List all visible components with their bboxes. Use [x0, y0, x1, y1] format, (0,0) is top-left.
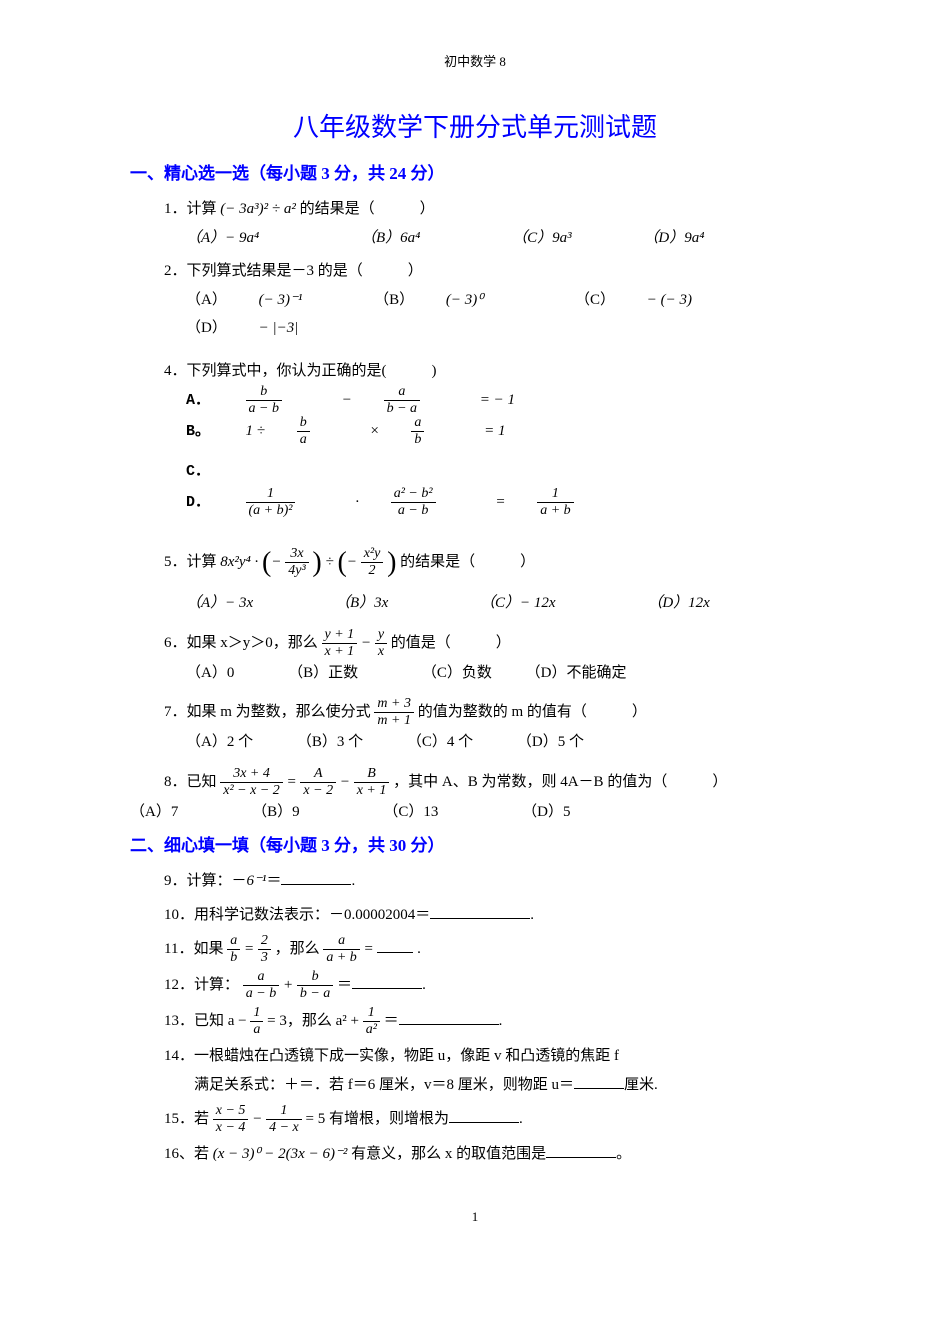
q6-opt-d: （D）不能确定 [526, 659, 627, 688]
q2-opt-a: （A） (− 3)⁻¹ [186, 286, 330, 315]
q4-options-cd: C． D． 1(a + b)² · a² − b²a − b = 1a + b [186, 457, 820, 518]
q4-opt-c: C． [186, 457, 238, 487]
q6-opt-b: （B）正数 [288, 659, 358, 688]
q4-opt-a: A． ba − b − ab − a = − 1 [186, 385, 543, 416]
q2-opt-b: （B） (− 3)⁰ [374, 286, 511, 315]
question-16: 16、若 (x − 3)⁰ − 2(3x − 6)⁻² 有意义，那么 x 的取值… [164, 1140, 820, 1169]
section-1-heading: 一、精心选一选（每小题 3 分，共 24 分） [130, 158, 820, 190]
q5-opt-a: （A）− 3x [186, 589, 281, 618]
q4-opt-b: B。 1 ÷ ba × ab = 1 [186, 416, 534, 447]
q1-stem-a: 1．计算 [164, 201, 217, 217]
q7-stem-b: 的值为整数的 m 的值有（ ） [418, 704, 647, 720]
q14-blank [574, 1074, 624, 1089]
question-14: 14．一根蜡烛在凸透镜下成一实像，物距 u，像距 v 和凸透镜的焦距 f 满足关… [164, 1042, 820, 1099]
q6-opt-a: （A）0 [186, 659, 234, 688]
question-2: 2．下列算式结果是－3 的是（ ） [164, 257, 820, 286]
q5-opt-b: （B）3x [335, 589, 416, 618]
q6-options: （A）0 （B）正数 （C）负数 （D）不能确定 [186, 659, 820, 688]
question-5: 5．计算 8x²y⁴ · (− 3x4y³ ) ÷ (− x²y2 ) 的结果是… [164, 536, 820, 589]
question-12: 12．计算： aa − b + bb − a ＝. [164, 970, 820, 1001]
q6-stem-b: 的值是（ ） [391, 635, 511, 651]
main-title: 八年级数学下册分式单元测试题 [130, 103, 820, 152]
q1-stem-b: 的结果是（ ） [300, 201, 435, 217]
q5-stem-b: 的结果是（ ） [400, 554, 535, 570]
q2-opt-c: （C） − (− 3) [575, 286, 720, 315]
question-10: 10．用科学记数法表示：－0.00002004＝. [164, 901, 820, 930]
q15-blank [449, 1109, 519, 1124]
q2-opt-d: （D） − |−3| [186, 314, 326, 343]
q10-blank [430, 904, 530, 919]
q8-stem-a: 8．已知 [164, 774, 217, 790]
question-9: 9．计算：－6⁻¹＝. [164, 867, 820, 896]
q5-options: （A）− 3x （B）3x （C）− 12x （D）12x [186, 589, 820, 618]
q1-opt-d: （D）9a⁴ [643, 224, 732, 253]
q8-opt-a: （A）7 [130, 804, 178, 820]
q6-stem-a: 6．如果 x＞y＞0，那么 [164, 635, 318, 651]
page-number: 1 [130, 1205, 820, 1230]
q1-options: （A）− 9a⁴ （B）6a⁴ （C）9a³ （D）9a⁴ [186, 224, 820, 253]
q8-opt-c: （C）13 [383, 804, 438, 820]
question-1: 1．计算 (− 3a³)² ÷ a² 的结果是（ ） [164, 195, 820, 224]
q5-stem-a: 5．计算 [164, 554, 217, 570]
q11-blank [377, 939, 413, 954]
q1-opt-b: （B）6a⁴ [361, 224, 448, 253]
q7-stem-a: 7．如果 m 为整数，那么使分式 [164, 704, 371, 720]
q8-opt-d: （D）5 [522, 804, 570, 820]
q7-opt-a: （A）2 个 [186, 728, 253, 757]
q4-opt-d: D． 1(a + b)² · a² − b²a − b = 1a + b [186, 487, 630, 518]
question-6: 6．如果 x＞y＞0，那么 y + 1x + 1 − yx 的值是（ ） [164, 628, 820, 659]
q7-opt-b: （B）3 个 [297, 728, 363, 757]
q5-opt-d: （D）12x [647, 589, 738, 618]
question-11: 11．如果 ab = 23 ，那么 aa + b = . [164, 934, 820, 965]
q1-opt-a: （A）− 9a⁴ [186, 224, 287, 253]
q2-options: （A） (− 3)⁻¹ （B） (− 3)⁰ （C） − (− 3) （D） −… [186, 286, 820, 343]
page-header: 初中数学 8 [130, 50, 820, 75]
question-15: 15．若 x − 5x − 4 − 14 − x = 5 有增根，则增根为. [164, 1104, 820, 1135]
q13-blank [399, 1011, 499, 1026]
q14-line2: 满足关系式：＋＝．若 f＝6 厘米，v＝8 厘米，则物距 u＝厘米. [194, 1071, 820, 1100]
q6-opt-c: （C）负数 [422, 659, 492, 688]
question-13: 13．已知 a − 1a = 3，那么 a² + 1a² ＝. [164, 1006, 820, 1037]
section-2-heading: 二、细心填一填（每小题 3 分，共 30 分） [130, 830, 820, 862]
q4-options-ab: A． ba − b − ab − a = − 1 B。 1 ÷ ba × ab … [186, 385, 820, 447]
q16-blank [546, 1144, 616, 1159]
question-8: 8．已知 3x + 4x² − x − 2 = Ax − 2 − Bx + 1 … [164, 767, 820, 798]
q1-opt-c: （C）9a³ [512, 224, 600, 253]
q8-stem-b: ，其中 A、B 为常数，则 4A－B 的值为（ ） [393, 774, 727, 790]
question-4: 4．下列算式中，你认为正确的是( ) [164, 357, 820, 386]
q12-blank [352, 975, 422, 990]
q1-math: (− 3a³)² ÷ a² [220, 201, 296, 217]
q9-blank [281, 871, 351, 886]
q8-opt-b: （B）9 [252, 804, 300, 820]
q8-options: （A）7 （B）9 （C）13 （D）5 [130, 798, 820, 827]
q5-opt-c: （C）− 12x [480, 589, 584, 618]
q7-opt-d: （D）5 个 [517, 728, 584, 757]
q7-options: （A）2 个 （B）3 个 （C）4 个 （D）5 个 [186, 728, 820, 757]
q14-line1: 14．一根蜡烛在凸透镜下成一实像，物距 u，像距 v 和凸透镜的焦距 f [164, 1042, 820, 1071]
q7-opt-c: （C）4 个 [407, 728, 473, 757]
question-7: 7．如果 m 为整数，那么使分式 m + 3m + 1 的值为整数的 m 的值有… [164, 697, 820, 728]
